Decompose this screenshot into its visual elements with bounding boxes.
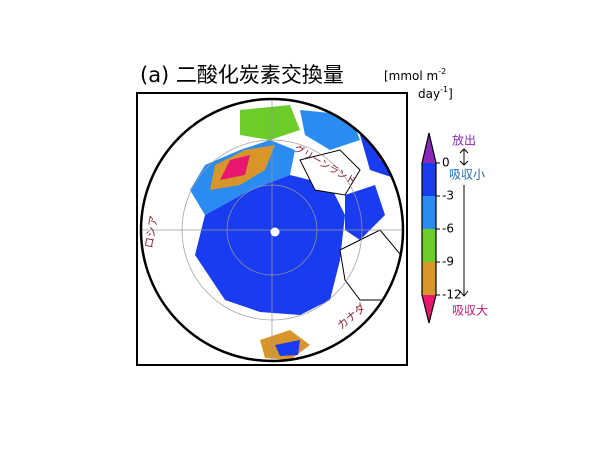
colorbar-tick-label: -9 xyxy=(442,255,454,269)
colorbar-extension xyxy=(422,295,436,323)
pole-marker xyxy=(270,227,280,237)
colorbar-segment xyxy=(422,196,436,229)
arrow xyxy=(459,185,469,297)
legend-text: 吸収小 xyxy=(449,168,485,182)
unit: day-1] xyxy=(418,85,453,101)
colorbar-tick-label: -3 xyxy=(442,189,454,203)
colorbar-tick-label: 0 xyxy=(442,156,450,170)
unit: [mmol m-2 xyxy=(384,67,446,83)
map-label: ロシア xyxy=(142,215,161,250)
colorbar: 0 -3 -6 -9 -12 xyxy=(421,132,462,324)
colorbar-tick-label: -12 xyxy=(442,288,462,302)
colorbar-tick-label: -6 xyxy=(442,222,454,236)
colorbar-segment xyxy=(422,163,436,196)
legend-text: 放出 xyxy=(452,133,476,148)
colorbar-extension xyxy=(422,133,436,163)
legend-text: 吸収大 xyxy=(452,304,488,318)
arrow xyxy=(459,148,469,166)
map-outline xyxy=(139,97,405,363)
colorbar-segment xyxy=(422,229,436,262)
colorbar-segment xyxy=(422,262,436,295)
title: (a) 二酸化炭素交換量 xyxy=(140,63,344,87)
